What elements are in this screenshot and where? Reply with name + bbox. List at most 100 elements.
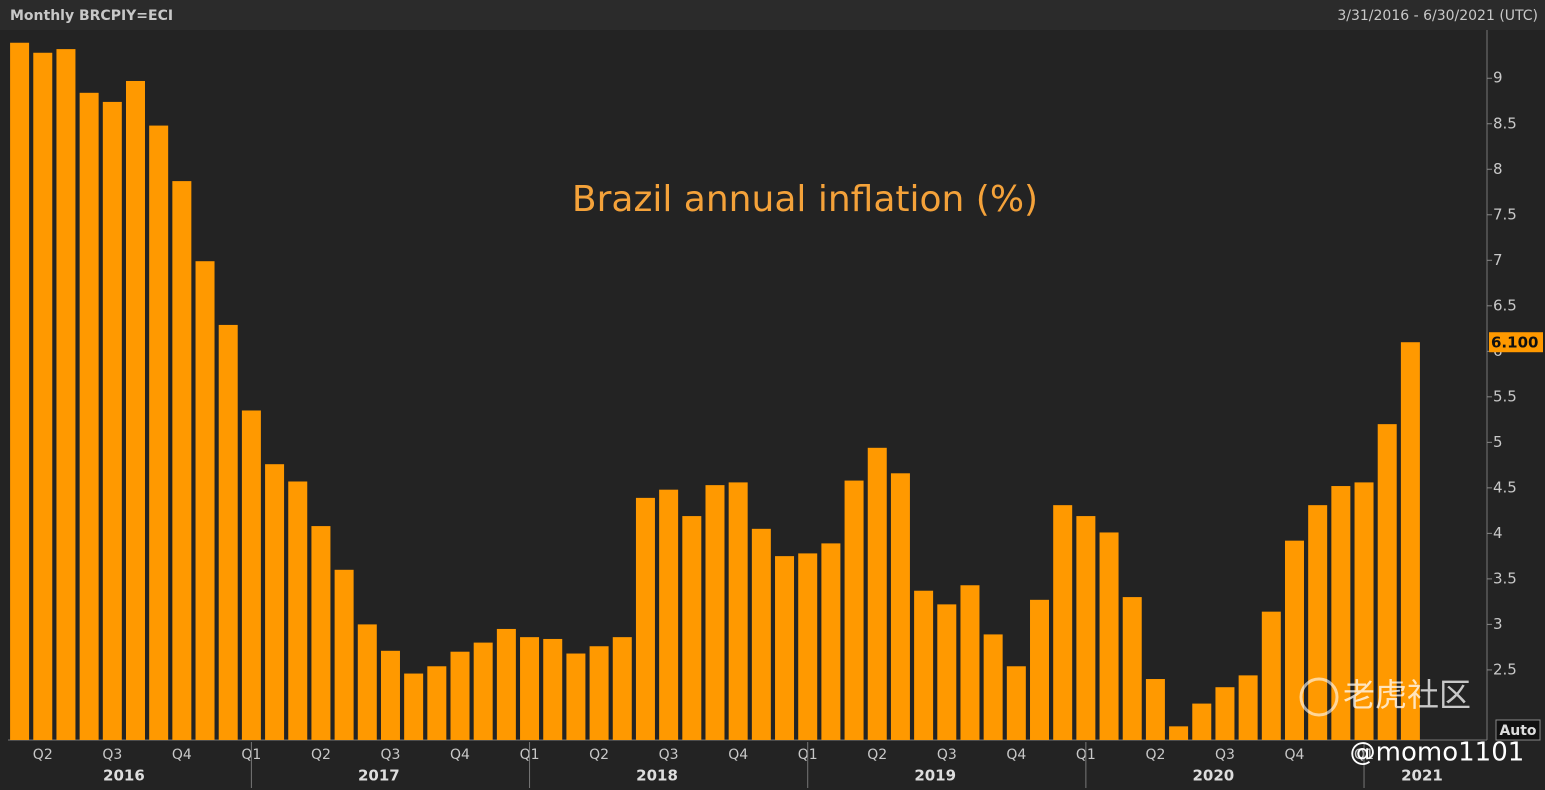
bar <box>821 543 841 740</box>
year-label: 2018 <box>636 767 678 785</box>
y-tick-label: 4 <box>1493 524 1503 542</box>
year-label: 2019 <box>914 767 956 785</box>
bar <box>1076 516 1096 740</box>
bar <box>1145 679 1165 740</box>
x-tick-label: Q4 <box>728 747 748 763</box>
bar <box>1261 611 1281 740</box>
x-tick-label: Q3 <box>659 747 679 763</box>
bar <box>311 526 331 740</box>
bar <box>914 590 934 740</box>
bar <box>1006 666 1026 740</box>
bar <box>149 125 169 741</box>
year-label: 2020 <box>1192 767 1234 785</box>
bar <box>195 261 215 740</box>
x-tick-label: Q2 <box>311 747 331 763</box>
auto-button[interactable] <box>1495 719 1541 741</box>
bars <box>10 42 1420 741</box>
bar <box>543 638 563 740</box>
bar <box>983 634 1003 740</box>
bar <box>705 485 725 740</box>
bar <box>125 80 145 740</box>
y-tick-label: 8.5 <box>1493 114 1517 132</box>
bar <box>357 624 377 740</box>
bar <box>1284 540 1304 740</box>
y-tick-label: 5 <box>1493 433 1503 451</box>
year-label: 2021 <box>1401 767 1443 785</box>
bar <box>612 637 632 740</box>
y-tick-label: 4.5 <box>1493 478 1517 496</box>
bar <box>334 569 354 740</box>
bar <box>56 49 76 741</box>
bar <box>1169 726 1189 740</box>
bar <box>890 473 910 740</box>
header-left: Monthly BRCPIY=ECI <box>10 8 173 24</box>
bar <box>1400 342 1420 740</box>
bar <box>496 628 516 740</box>
x-tick-label: Q4 <box>450 747 470 763</box>
watermark-icon <box>1299 677 1339 717</box>
bar <box>450 651 470 740</box>
bar <box>960 585 980 740</box>
year-label: 2016 <box>103 767 145 785</box>
bar <box>288 481 308 740</box>
bar <box>520 637 540 740</box>
bar <box>844 480 864 740</box>
year-label: 2017 <box>358 767 400 785</box>
chart-title: Brazil annual inflation (%) <box>572 179 1038 220</box>
bar <box>404 673 424 740</box>
bar <box>33 52 53 740</box>
y-tick-label: 7.5 <box>1493 205 1517 223</box>
value-label: 6.100 <box>1491 334 1538 352</box>
bar <box>1308 505 1328 740</box>
y-tick-label: 7 <box>1493 251 1503 269</box>
x-tick-label: Q2 <box>1145 747 1165 763</box>
bar <box>775 556 795 740</box>
x-tick-label: Q3 <box>381 747 401 763</box>
x-tick-label: Q3 <box>937 747 957 763</box>
y-tick-label: 5.5 <box>1493 387 1517 405</box>
watermark-user: @momo1101 <box>1350 738 1525 768</box>
bar <box>1215 687 1235 740</box>
bar <box>659 489 679 740</box>
bar <box>79 92 99 741</box>
y-tick-label: 9 <box>1493 69 1503 87</box>
bar <box>937 604 957 740</box>
bar <box>589 646 609 740</box>
bar <box>682 516 702 740</box>
x-tick-label: Q4 <box>172 747 192 763</box>
x-tick-label: Q3 <box>1215 747 1235 763</box>
bar <box>1053 505 1073 740</box>
x-tick-label: Q3 <box>102 747 122 763</box>
bar <box>1122 597 1142 740</box>
bar <box>172 181 192 741</box>
bar <box>10 42 30 740</box>
x-tick-label: Q2 <box>589 747 609 763</box>
y-tick-label: 6.5 <box>1493 296 1517 314</box>
bar <box>1192 703 1212 740</box>
y-tick-label: 3 <box>1493 615 1503 633</box>
x-tick-label: Q4 <box>1006 747 1026 763</box>
bar <box>798 553 818 740</box>
x-tick-label: Q4 <box>1285 747 1305 763</box>
bar <box>635 497 655 740</box>
bar <box>751 528 771 740</box>
last-value-box <box>1489 332 1543 353</box>
bar <box>867 447 887 740</box>
bar <box>473 642 493 740</box>
watermark-brand: 老虎社区 <box>1343 676 1471 714</box>
bar <box>380 650 400 740</box>
bar <box>427 666 447 740</box>
bar <box>218 324 238 740</box>
header-right: 3/31/2016 - 6/30/2021 (UTC) <box>1337 8 1538 24</box>
x-tick-label: Q2 <box>867 747 887 763</box>
bar <box>566 653 586 740</box>
y-tick-label: 2.5 <box>1493 660 1517 678</box>
bar <box>241 410 261 740</box>
auto-button-label[interactable]: Auto <box>1499 723 1536 739</box>
bar <box>1030 599 1050 740</box>
x-tick-label: Q2 <box>33 747 53 763</box>
header-bar <box>0 0 1545 30</box>
bar <box>1331 486 1351 740</box>
bar <box>1099 532 1119 740</box>
